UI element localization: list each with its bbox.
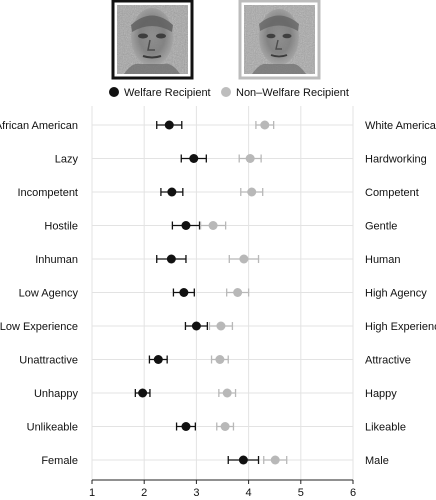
- data-point: [153, 355, 163, 364]
- right-category-label: Hardworking: [365, 154, 427, 166]
- welfare-point: [180, 154, 207, 163]
- data-point: [181, 422, 191, 431]
- right-category-label: Gentle: [365, 221, 397, 233]
- welfare-face-image: [111, 0, 194, 80]
- welfare-point: [160, 187, 184, 197]
- legend: Welfare Recipient Non–Welfare Recipient: [109, 87, 349, 99]
- non-welfare-point: [226, 288, 250, 297]
- left-category-label: Lazy: [55, 154, 79, 166]
- right-category-label: High Experience: [365, 321, 436, 333]
- data-point: [215, 355, 225, 364]
- right-category-label: Competent: [365, 187, 419, 199]
- x-tick-label: 4: [246, 487, 252, 499]
- non-welfare-point: [210, 355, 229, 364]
- left-category-label: Incompetent: [17, 187, 78, 199]
- data-point: [238, 455, 248, 465]
- left-category-label: Unlikeable: [27, 422, 78, 434]
- right-category-label: White American: [365, 120, 436, 132]
- non-welfare-point: [228, 254, 260, 264]
- data-point: [208, 221, 218, 230]
- left-category-label: Low Experience: [0, 321, 78, 333]
- right-category-label: Male: [365, 455, 389, 467]
- data-point: [245, 154, 255, 163]
- right-category-label: Attractive: [365, 355, 411, 367]
- left-category-label: Inhuman: [35, 254, 78, 266]
- data-point: [191, 321, 201, 331]
- data-point: [167, 187, 177, 197]
- data-point: [239, 254, 249, 264]
- welfare-point: [171, 221, 201, 230]
- data-point: [179, 288, 189, 297]
- welfare-point: [156, 120, 183, 130]
- welfare-point: [172, 288, 195, 297]
- non-welfare-point: [199, 221, 227, 230]
- legend-label-welfare: Welfare Recipient: [124, 87, 211, 99]
- left-category-label: Female: [41, 455, 78, 467]
- data-point: [247, 187, 257, 197]
- left-category-label: Unattractive: [19, 355, 78, 367]
- left-category-label: Low Agency: [19, 288, 79, 300]
- welfare-point: [227, 455, 260, 465]
- right-category-label: High Agency: [365, 288, 427, 300]
- legend-marker-non-welfare: [221, 87, 231, 97]
- legend-label-non-welfare: Non–Welfare Recipient: [236, 87, 349, 99]
- non-welfare-point: [208, 321, 234, 331]
- right-category-label: Human: [365, 254, 400, 266]
- welfare-point: [184, 321, 209, 331]
- x-tick-label: 6: [350, 487, 356, 499]
- left-category-label: African American: [0, 120, 78, 132]
- right-category-label: Likeable: [365, 422, 406, 434]
- data-point: [220, 422, 230, 431]
- non-welfare-point: [238, 154, 262, 163]
- welfare-point: [134, 388, 151, 398]
- data-point: [189, 154, 199, 163]
- non-welfare-point: [255, 120, 275, 130]
- non-welfare-point: [240, 187, 264, 197]
- data-point: [164, 120, 174, 130]
- non-welfare-face-image: [238, 0, 321, 80]
- non-welfare-point: [218, 388, 237, 398]
- legend-marker-welfare: [109, 87, 119, 97]
- x-tick-label: 5: [298, 487, 304, 499]
- welfare-point: [148, 355, 168, 364]
- x-tick-label: 2: [141, 487, 147, 499]
- data-point: [270, 455, 280, 465]
- plot-area: 1 2 3 4 5 6 African American White American Laz…: [0, 106, 436, 499]
- x-tick-label: 3: [193, 487, 199, 499]
- data-point: [260, 120, 270, 130]
- non-welfare-point: [263, 455, 288, 465]
- data-point: [181, 221, 191, 230]
- welfare-point: [175, 422, 197, 431]
- data-point: [138, 388, 148, 398]
- left-category-label: Unhappy: [34, 388, 79, 400]
- data-point: [222, 388, 232, 398]
- data-point: [166, 254, 176, 264]
- welfare-point: [156, 254, 187, 264]
- right-category-label: Happy: [365, 388, 397, 400]
- left-category-label: Hostile: [44, 221, 78, 233]
- data-point: [216, 321, 226, 331]
- data-point: [233, 288, 243, 297]
- non-welfare-point: [216, 422, 235, 431]
- x-tick-label: 1: [89, 487, 95, 499]
